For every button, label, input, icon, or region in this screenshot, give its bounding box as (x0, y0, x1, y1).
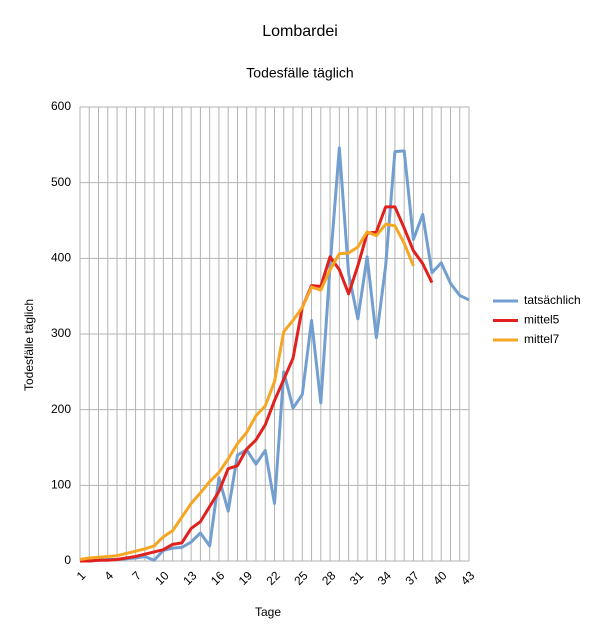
legend-label: mittel7 (524, 332, 560, 346)
chart-subtitle: Todesfälle täglich (246, 65, 353, 81)
y-tick-label: 300 (51, 326, 71, 340)
y-tick-label: 200 (51, 402, 71, 416)
y-tick-label: 0 (64, 553, 71, 567)
legend-label: tatsächlich (524, 293, 581, 307)
x-axis-label: Tage (255, 605, 281, 619)
y-tick-label: 100 (51, 478, 71, 492)
x-tick-label: 25 (291, 568, 311, 588)
x-tick-label: 40 (430, 568, 450, 588)
x-tick-label: 16 (208, 568, 228, 588)
x-tick-label: 37 (402, 568, 422, 588)
y-tick-label: 600 (51, 99, 71, 113)
y-axis-label: Todesfälle täglich (22, 299, 36, 391)
line-series (80, 205, 434, 563)
x-tick-label: 4 (102, 568, 117, 583)
x-tick-label: 22 (264, 568, 284, 588)
x-tick-label: 13 (180, 568, 200, 588)
line-series (80, 146, 470, 563)
x-tick-label: 43 (458, 568, 478, 588)
x-tick-label: 10 (152, 568, 172, 588)
chart-title: Lombardei (262, 23, 338, 40)
x-tick-label: 34 (375, 568, 395, 588)
x-tick-label: 19 (236, 568, 256, 588)
y-tick-label: 500 (51, 175, 71, 189)
line-series (79, 222, 415, 561)
legend-label: mittel5 (524, 313, 560, 327)
x-tick-label: 28 (319, 568, 339, 588)
x-tick-label: 7 (129, 568, 144, 583)
x-tick-label: 31 (347, 568, 367, 588)
y-tick-label: 400 (51, 251, 71, 265)
x-tick-label: 1 (74, 568, 89, 583)
